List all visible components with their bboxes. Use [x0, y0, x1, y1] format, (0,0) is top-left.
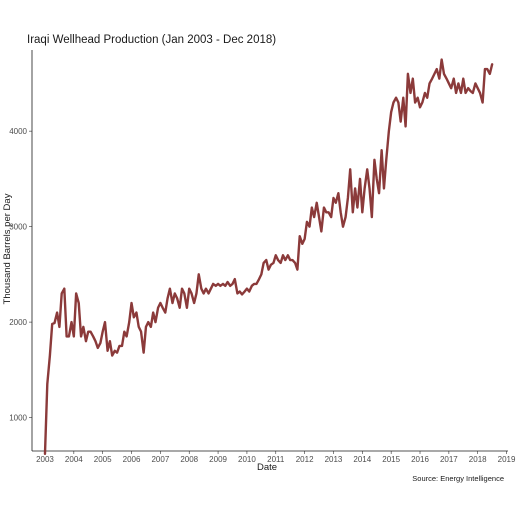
y-axis-title: Thousand Barrels per Day — [2, 193, 13, 304]
y-tick-label: 2000 — [9, 318, 27, 327]
y-axis-ticks: 1000 2000 3000 4000 — [9, 127, 32, 423]
x-tick-label: 2009 — [209, 455, 227, 464]
x-tick-label: 2010 — [238, 455, 256, 464]
production-series-line — [43, 58, 494, 456]
x-tick-label: 2014 — [353, 455, 371, 464]
x-tick-label: 2019 — [498, 455, 516, 464]
y-tick-label: 1000 — [9, 414, 27, 423]
x-tick-label: 2007 — [151, 455, 169, 464]
x-tick-label: 2003 — [36, 455, 54, 464]
x-axis-ticks: 2003 2004 2005 2006 2007 2008 2009 2010 2011 2012… — [36, 451, 516, 464]
chart-title: Iraqi Wellhead Production (Jan 2003 - De… — [27, 34, 276, 46]
source-caption: Source: Energy Intelligence — [412, 474, 504, 483]
x-tick-label: 2017 — [440, 455, 458, 464]
x-tick-label: 2016 — [411, 455, 429, 464]
x-tick-label: 2018 — [469, 455, 487, 464]
x-tick-label: 2005 — [94, 455, 112, 464]
x-tick-label: 2004 — [65, 455, 83, 464]
x-tick-label: 2008 — [180, 455, 198, 464]
x-tick-label: 2015 — [382, 455, 400, 464]
y-tick-label: 4000 — [9, 127, 27, 136]
x-tick-label: 2011 — [267, 455, 285, 464]
x-axis-title: Date — [257, 462, 277, 473]
x-tick-label: 2013 — [325, 455, 343, 464]
x-tick-label: 2006 — [123, 455, 141, 464]
x-tick-label: 2012 — [296, 455, 314, 464]
y-tick-label: 3000 — [9, 223, 27, 232]
